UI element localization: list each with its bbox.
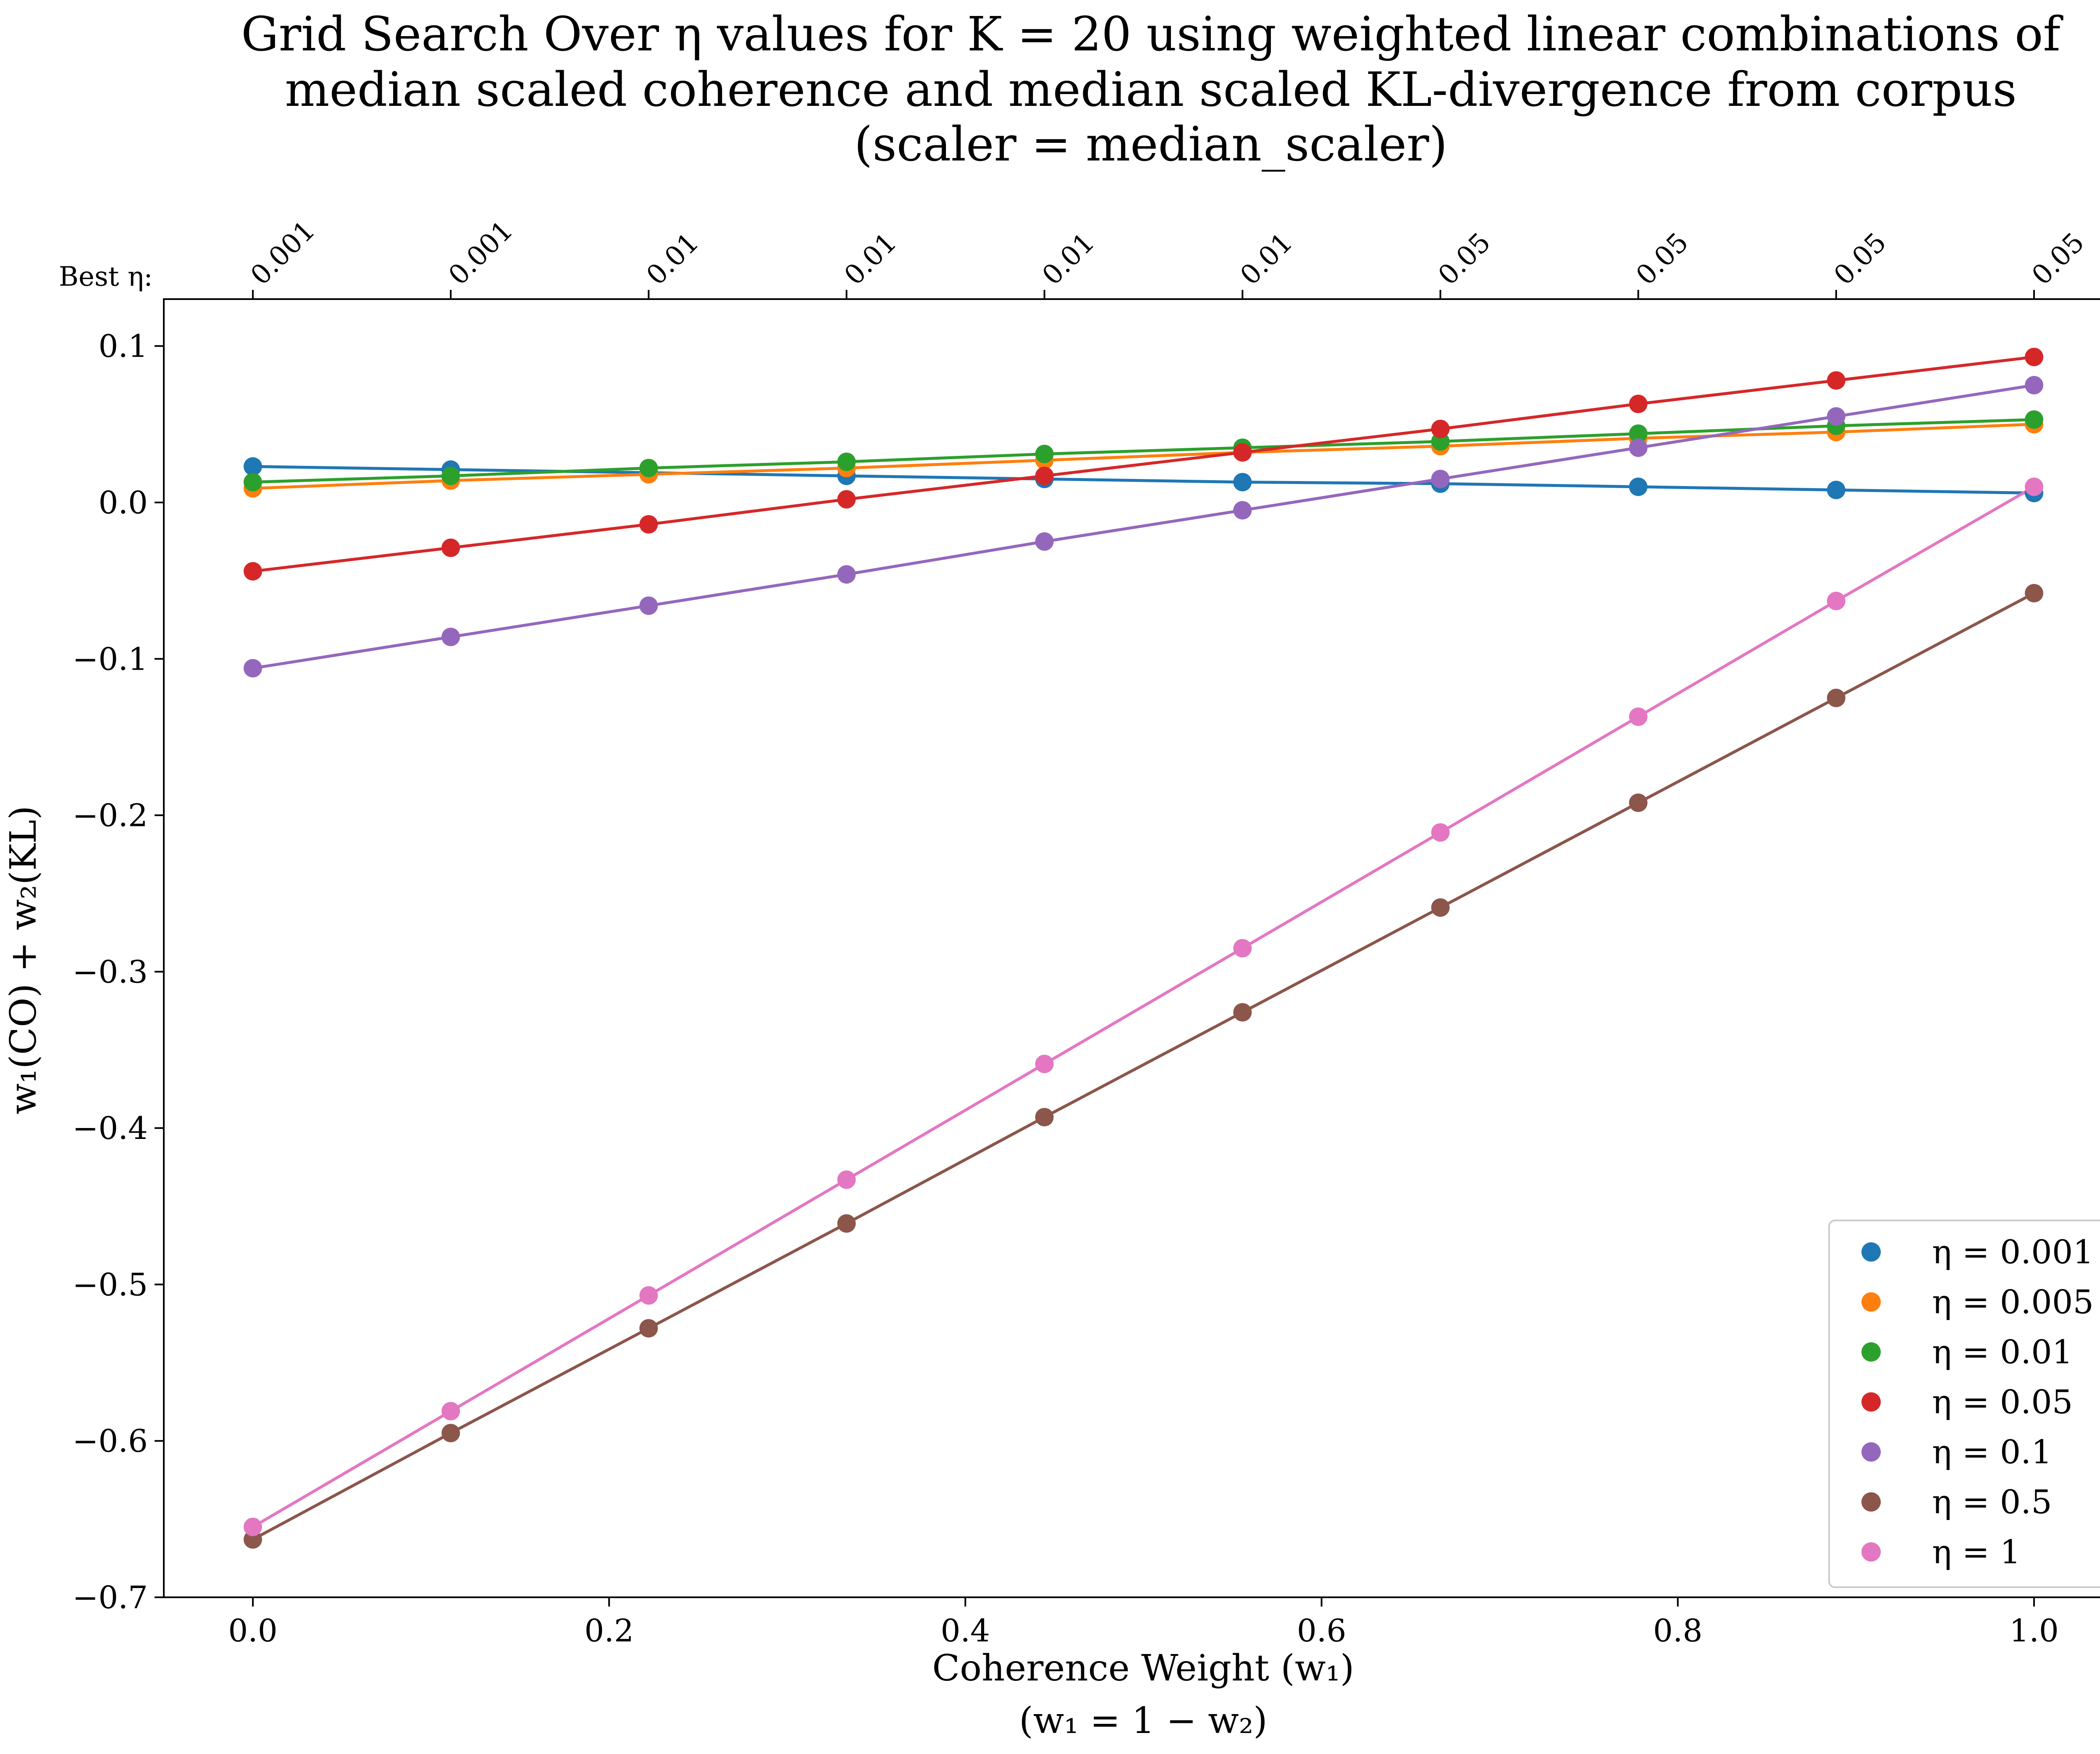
data-point-4-1: [441, 628, 460, 647]
data-point-3-2: [639, 515, 658, 534]
data-point-2-9: [2025, 410, 2043, 429]
data-point-3-7: [1629, 394, 1648, 413]
legend-marker-4: [1861, 1442, 1881, 1462]
legend-label-2: η = 0.01: [1932, 1333, 2073, 1371]
y-tick-label: −0.7: [72, 1580, 148, 1616]
data-point-2-2: [639, 459, 658, 478]
data-point-3-6: [1431, 420, 1450, 438]
data-point-3-0: [244, 562, 262, 581]
data-point-0-8: [1827, 481, 1845, 500]
data-point-6-6: [1431, 823, 1450, 842]
data-point-3-3: [837, 490, 856, 509]
top-axis-label: Best η:: [59, 261, 153, 292]
data-point-5-1: [441, 1424, 460, 1443]
legend-label-0: η = 0.001: [1932, 1233, 2094, 1271]
data-point-5-3: [837, 1214, 856, 1233]
data-point-2-3: [837, 452, 856, 471]
y-tick-label: 0.1: [98, 329, 148, 365]
data-point-6-8: [1827, 592, 1845, 610]
data-point-5-4: [1035, 1108, 1054, 1127]
data-point-6-3: [837, 1170, 856, 1189]
data-point-4-6: [1431, 470, 1450, 489]
data-point-4-5: [1233, 501, 1252, 520]
legend-marker-6: [1861, 1542, 1881, 1562]
legend-marker-0: [1861, 1242, 1881, 1262]
data-point-4-8: [1827, 407, 1845, 426]
x-tick-label: 0.6: [1297, 1613, 1347, 1649]
data-point-3-8: [1827, 371, 1845, 390]
series-line-5: [252, 592, 2035, 1541]
data-point-5-2: [639, 1319, 658, 1338]
series-line-4: [252, 384, 2034, 670]
data-point-4-0: [244, 659, 262, 678]
y-tick-label: −0.4: [72, 1110, 148, 1147]
x-axis-label-line-2: (w₁ = 1 − w₂): [1019, 1700, 1267, 1742]
y-tick-label: −0.1: [72, 641, 148, 677]
y-tick-label: −0.6: [72, 1423, 148, 1459]
data-point-4-3: [837, 565, 856, 584]
chart-legend: η = 0.001 η = 0.005 η = 0.01 η = 0.05 η = 0.…: [1828, 1220, 2100, 1588]
x-tick-label: 0.2: [584, 1613, 634, 1649]
series-line-3: [252, 355, 2034, 573]
legend-label-1: η = 0.005: [1932, 1283, 2094, 1321]
legend-marker-1: [1861, 1292, 1881, 1312]
data-point-4-9: [2025, 376, 2043, 394]
data-point-6-9: [2025, 477, 2043, 496]
data-point-6-2: [639, 1286, 658, 1305]
data-point-0-7: [1629, 477, 1648, 496]
y-tick-label: −0.5: [72, 1267, 148, 1303]
data-point-0-0: [244, 457, 262, 476]
legend-marker-5: [1861, 1492, 1881, 1512]
legend-box: [1828, 1220, 2100, 1588]
data-point-5-5: [1233, 1003, 1252, 1022]
data-point-2-7: [1629, 424, 1648, 443]
data-point-2-4: [1035, 444, 1054, 463]
legend-label-3: η = 0.05: [1932, 1383, 2073, 1421]
data-point-6-4: [1035, 1055, 1054, 1073]
data-point-3-9: [2025, 347, 2043, 366]
data-point-2-0: [244, 473, 262, 492]
x-tick-label: 1.0: [2009, 1613, 2059, 1649]
series-line-2: [252, 418, 2034, 484]
data-point-4-4: [1035, 532, 1054, 551]
data-point-0-5: [1233, 473, 1252, 492]
x-tick-label: 0.4: [941, 1613, 990, 1649]
y-tick-label: 0.0: [98, 485, 148, 521]
data-point-3-4: [1035, 466, 1054, 485]
series-line-6: [252, 485, 2035, 1528]
data-point-3-5: [1233, 443, 1252, 462]
legend-label-5: η = 0.5: [1932, 1483, 2052, 1521]
data-point-2-1: [441, 466, 460, 485]
chart-title-line-3: (scaler = median_scaler): [854, 117, 1448, 172]
y-axis-label: w₁(CO) + w₂(KL): [3, 806, 45, 1115]
x-tick-label: 0.0: [228, 1613, 278, 1649]
data-point-4-2: [639, 596, 658, 615]
legend-label-6: η = 1: [1932, 1533, 2021, 1571]
x-axis-label: Coherence Weight (w₁): [932, 1647, 1354, 1689]
data-point-5-7: [1629, 793, 1648, 812]
chart-title-line-2: median scaled coherence and median scale…: [285, 63, 2017, 117]
legend-marker-3: [1861, 1392, 1881, 1412]
x-tick-label: 0.8: [1653, 1613, 1703, 1649]
data-point-5-8: [1827, 689, 1845, 707]
y-tick-label: −0.2: [72, 798, 148, 834]
data-point-4-7: [1629, 438, 1648, 457]
data-point-6-0: [244, 1517, 262, 1536]
legend-marker-2: [1861, 1342, 1881, 1362]
legend-label-4: η = 0.1: [1932, 1433, 2052, 1471]
data-point-6-1: [441, 1402, 460, 1420]
data-point-5-6: [1431, 898, 1450, 917]
data-point-6-7: [1629, 707, 1648, 726]
chart-title-line-1: Grid Search Over η values for K = 20 usi…: [241, 7, 2063, 62]
y-tick-label: −0.3: [72, 954, 148, 990]
data-point-6-5: [1233, 939, 1252, 957]
data-point-3-1: [441, 538, 460, 557]
plot-frame: [163, 298, 2100, 1598]
series-line-1: [252, 423, 2034, 490]
data-point-5-9: [2025, 584, 2043, 602]
